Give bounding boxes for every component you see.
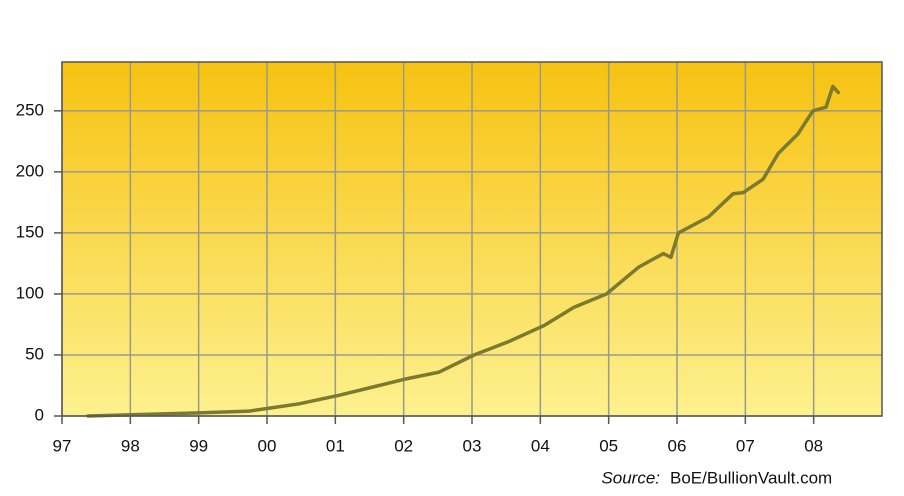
y-tick-label: 250 [16,100,44,119]
x-tick-label: 97 [53,436,72,455]
x-tick-label: 05 [599,436,618,455]
x-tick-label: 02 [394,436,413,455]
x-tick-label: 07 [736,436,755,455]
x-tick-label: 08 [804,436,823,455]
y-tick-label: 0 [35,405,44,424]
data-line [86,84,841,418]
x-tick-label: 01 [326,436,345,455]
x-tick-label: 03 [463,436,482,455]
x-tick-label: 99 [189,436,208,455]
x-tick-label: 06 [668,436,687,455]
source-label: Source: [601,468,660,487]
x-tick-label: 04 [531,436,550,455]
x-tick-label: 00 [258,436,277,455]
y-tick-label: 50 [25,344,44,363]
source: BoE/BullionVault.com [670,468,832,487]
y-tick-label: 150 [16,222,44,241]
y-tick-label: 200 [16,161,44,180]
y-tick-label: 100 [16,283,44,302]
x-tick-label: 98 [121,436,140,455]
